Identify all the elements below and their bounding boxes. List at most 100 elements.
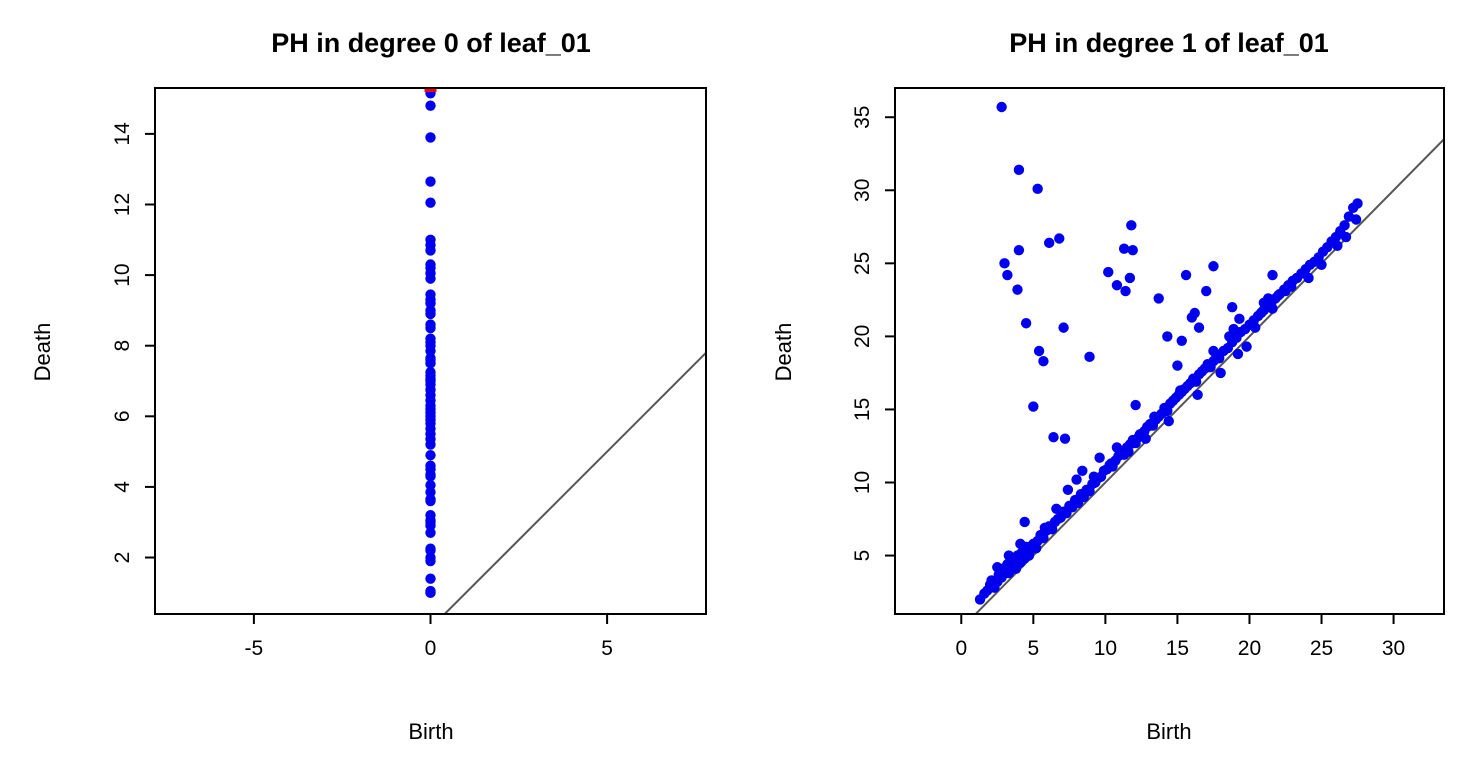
data-point	[1013, 244, 1025, 256]
data-point	[999, 258, 1010, 269]
data-point	[1094, 452, 1105, 463]
data-point	[425, 259, 436, 270]
diagonal-line	[974, 137, 1444, 614]
y-tick-label: 30	[851, 179, 874, 202]
y-tick-label: 4	[111, 481, 134, 493]
y-tick-label: 5	[851, 550, 874, 562]
data-point	[425, 543, 436, 554]
data-point	[1054, 233, 1065, 244]
y-tick-label: 10	[851, 471, 874, 494]
data-point	[1340, 231, 1352, 243]
data-point	[1105, 458, 1117, 469]
y-axis-label-degree-0: Death	[30, 323, 55, 382]
x-tick-label: 0	[425, 637, 437, 660]
data-point	[1126, 220, 1137, 231]
data-point	[1103, 266, 1114, 278]
data-point	[425, 573, 436, 584]
data-point	[1059, 433, 1071, 444]
data-point	[1088, 471, 1100, 482]
data-point	[425, 289, 436, 300]
data-point	[1031, 543, 1042, 554]
data-point	[1264, 296, 1275, 307]
y-tick-label: 14	[111, 122, 134, 146]
data-point	[1140, 433, 1151, 444]
data-point	[425, 449, 436, 461]
data-point	[1071, 474, 1082, 485]
data-point	[1352, 198, 1363, 209]
data-point	[425, 176, 436, 187]
data-point	[992, 562, 1003, 573]
data-point	[1013, 164, 1025, 176]
data-point	[1180, 269, 1192, 281]
plot-area-degree-0: -5 0 5 2 4 6 8 10 12 14	[111, 87, 707, 660]
plot-frame	[894, 87, 1445, 615]
panel-degree-1: PH in degree 1 of leaf_01 Birth Death 0 5…	[771, 28, 1445, 744]
data-point	[1201, 285, 1212, 297]
data-point	[1241, 341, 1252, 352]
data-point	[1120, 285, 1131, 297]
y-tick-label: 15	[851, 398, 874, 421]
y-tick-label: 25	[851, 252, 874, 275]
panel-degree-0: PH in degree 0 of leaf_01 Birth Death -5…	[30, 28, 707, 744]
data-point	[1077, 465, 1088, 477]
data-point	[1062, 484, 1074, 496]
data-point	[1038, 356, 1049, 367]
infinite-point	[424, 88, 437, 92]
data-point	[425, 319, 436, 330]
data-point	[1084, 351, 1095, 363]
data-point	[1127, 244, 1138, 256]
data-point	[425, 100, 436, 111]
data-point	[1193, 322, 1205, 333]
data-point	[1048, 432, 1059, 443]
x-tick-label: 5	[1027, 637, 1039, 660]
data-point	[1176, 335, 1187, 346]
data-point	[1339, 220, 1350, 231]
data-point	[1203, 361, 1215, 373]
x-axis-label-degree-1: Birth	[1146, 719, 1191, 744]
data-point	[1232, 348, 1244, 360]
data-point	[1175, 385, 1186, 396]
data-point	[1020, 318, 1032, 329]
y-tick-label: 10	[111, 263, 134, 286]
data-point	[1162, 331, 1173, 342]
data-point	[1123, 446, 1134, 458]
data-point	[1058, 322, 1069, 333]
data-point	[1012, 284, 1023, 295]
data-point	[1247, 318, 1258, 329]
data-point	[425, 333, 436, 344]
data-point	[1234, 313, 1245, 325]
data-points	[974, 101, 1363, 605]
data-point	[425, 132, 436, 143]
y-tick-label: 6	[111, 410, 134, 422]
data-point	[1286, 281, 1297, 292]
x-tick-label: 0	[955, 637, 967, 660]
y-tick-label: 35	[851, 106, 874, 129]
data-point	[1267, 269, 1278, 281]
y-tick-label: 12	[111, 193, 134, 216]
data-point	[1255, 307, 1267, 319]
data-point	[1032, 183, 1043, 195]
data-point	[1028, 401, 1039, 412]
x-tick-label: 10	[1094, 637, 1117, 660]
data-point	[1215, 367, 1226, 379]
data-point	[1172, 360, 1183, 371]
x-tick-label: -5	[245, 637, 264, 660]
x-tick-label: 20	[1238, 637, 1261, 660]
data-point	[425, 585, 436, 597]
y-tick-label: 2	[111, 552, 134, 564]
data-point	[425, 234, 436, 245]
x-tick-label: 25	[1310, 637, 1333, 660]
data-point	[1192, 389, 1203, 401]
data-point	[425, 509, 436, 521]
chart-title-degree-1: PH in degree 1 of leaf_01	[1009, 28, 1329, 58]
data-points	[424, 88, 437, 599]
x-axis-label-degree-0: Birth	[408, 719, 453, 744]
data-point	[1003, 550, 1015, 561]
data-point	[1124, 272, 1136, 284]
y-tick-label: 8	[111, 340, 134, 352]
data-point	[1015, 538, 1026, 550]
data-point	[1303, 272, 1314, 284]
diagonal-line	[443, 351, 706, 614]
